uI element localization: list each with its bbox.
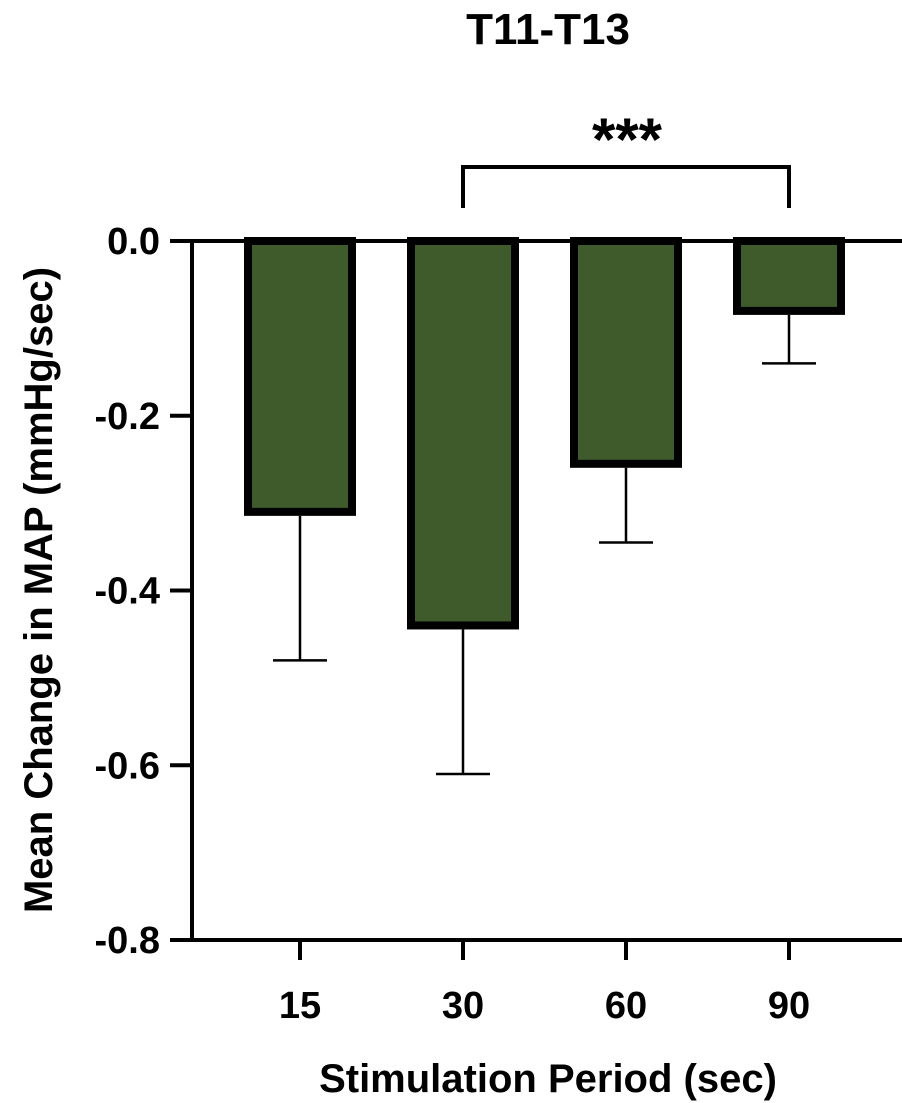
x-tick-label: 60 <box>605 985 647 1027</box>
bar-30 <box>407 237 519 630</box>
bars-layer <box>244 237 845 630</box>
y-axis: 0.0 -0.2 -0.4 -0.6 -0.8 <box>95 221 194 962</box>
y-tick-label: -0.6 <box>95 745 160 787</box>
chart-title: T11-T13 <box>466 5 630 54</box>
y-tick-label: -0.2 <box>95 396 160 438</box>
significance-bracket: *** <box>461 106 791 208</box>
bar-60 <box>570 237 682 468</box>
x-ticks: 15 30 60 90 <box>279 940 810 1027</box>
bar-15 <box>244 237 356 516</box>
y-tick-label: -0.4 <box>95 571 160 613</box>
significance-bracket-line <box>461 165 791 208</box>
y-axis-label: Mean Change in MAP (mmHg/sec) <box>17 267 61 913</box>
significance-label: *** <box>592 106 663 173</box>
y-tick-label: -0.8 <box>95 920 160 962</box>
x-axis: 15 30 60 90 <box>170 239 902 1027</box>
bar-90 <box>733 237 845 315</box>
y-tick-label: 0.0 <box>107 221 160 263</box>
x-tick-label: 90 <box>768 985 810 1027</box>
error-bars-layer <box>273 314 816 776</box>
x-axis-label: Stimulation Period (sec) <box>319 1057 777 1101</box>
x-tick-label: 15 <box>279 985 321 1027</box>
x-tick-label: 30 <box>442 985 484 1027</box>
y-ticks: 0.0 -0.2 -0.4 -0.6 -0.8 <box>95 221 192 962</box>
